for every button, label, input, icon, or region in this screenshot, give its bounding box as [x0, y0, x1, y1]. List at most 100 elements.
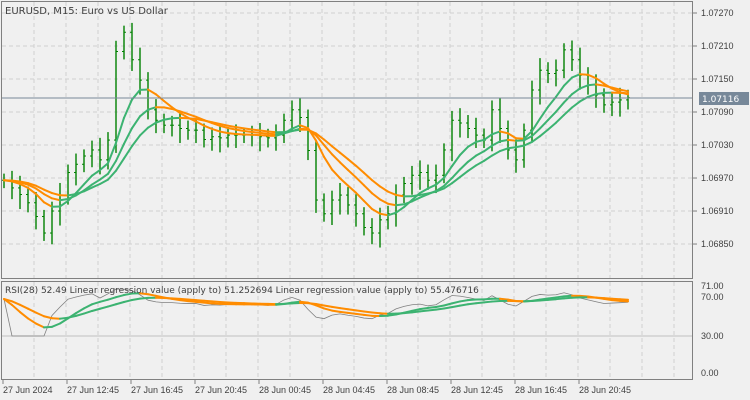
linear-regression-line-2 — [307, 302, 317, 306]
indicator-line-mid — [483, 144, 493, 153]
linear-regression-line-1 — [347, 311, 357, 315]
sub-plot-border — [1, 281, 693, 380]
indicator-line-slow — [347, 158, 357, 167]
indicator-line-fast — [579, 73, 589, 76]
indicator-line-fast — [331, 168, 341, 180]
indicator-line-slow — [211, 121, 221, 126]
linear-regression-line-1 — [563, 294, 573, 298]
linear-regression-line-1 — [115, 294, 125, 299]
y-tick-label: 1.07030 — [701, 140, 734, 150]
linear-regression-line-1 — [43, 325, 53, 329]
linear-regression-line-1 — [59, 317, 69, 325]
indicator-line-fast — [203, 124, 213, 130]
indicator-line-mid — [419, 193, 429, 199]
indicator-line-mid — [363, 184, 373, 195]
linear-regression-line-1 — [123, 292, 133, 297]
linear-regression-line-2 — [539, 298, 549, 302]
indicator-line-slow — [395, 193, 405, 198]
indicator-line-mid — [43, 193, 53, 200]
linear-regression-line-2 — [171, 297, 181, 300]
indicator-line-fast — [427, 183, 437, 190]
indicator-line-mid — [187, 113, 197, 118]
indicator-line-mid — [163, 106, 173, 110]
indicator-line-fast — [443, 165, 453, 179]
indicator-line-fast — [451, 154, 461, 168]
linear-regression-line-2 — [371, 311, 381, 315]
linear-regression-line-2 — [603, 297, 613, 300]
indicator-line-fast — [371, 207, 381, 215]
indicator-line-slow — [363, 171, 373, 182]
indicator-line-fast — [75, 183, 85, 195]
indicator-line-slow — [523, 140, 533, 147]
linear-regression-line-1 — [555, 295, 565, 299]
indicator-line-mid — [259, 131, 269, 135]
linear-regression-line-2 — [491, 299, 501, 303]
linear-regression-line-2 — [107, 303, 117, 308]
x-tick-label: 28 Jun 04:45 — [323, 385, 375, 395]
linear-regression-line-1 — [435, 304, 445, 309]
y-tick-label: 1.07090 — [701, 107, 734, 117]
indicator-line-slow — [459, 169, 469, 179]
indicator-line-mid — [587, 83, 597, 87]
indicator-line-fast — [83, 174, 93, 186]
indicator-line-mid — [27, 183, 37, 190]
indicator-line-slow — [355, 164, 365, 174]
indicator-line-mid — [619, 88, 629, 93]
indicator-line-slow — [67, 193, 77, 197]
indicator-line-mid — [555, 101, 565, 113]
indicator-line-fast — [147, 88, 157, 96]
y-tick-label: 1.06850 — [701, 239, 734, 249]
x-tick-label: 27 Jun 16:45 — [131, 385, 183, 395]
linear-regression-line-2 — [123, 299, 133, 303]
linear-regression-line-2 — [459, 303, 469, 307]
indicator-line-mid — [579, 84, 589, 90]
indicator-line-slow — [43, 188, 53, 195]
indicator-line-fast — [91, 169, 101, 177]
linear-regression-line-2 — [3, 298, 13, 303]
indicator-line-fast — [483, 133, 493, 141]
indicator-line-slow — [51, 192, 61, 197]
linear-regression-line-2 — [611, 297, 621, 301]
indicator-line-slow — [147, 121, 157, 129]
indicator-line-mid — [411, 196, 421, 203]
linear-regression-line-2 — [315, 303, 325, 307]
main-plot-border — [1, 1, 693, 279]
linear-regression-line-1 — [27, 317, 37, 325]
indicator-line-mid — [467, 154, 477, 163]
indicator-line-mid — [499, 138, 509, 143]
indicator-line-fast — [499, 130, 509, 135]
linear-regression-line-1 — [411, 308, 421, 312]
current-price-label: 1.07116 — [702, 95, 739, 105]
indicator-line-fast — [363, 199, 373, 210]
indicator-line-slow — [155, 118, 165, 124]
linear-regression-line-2 — [411, 310, 421, 314]
linear-regression-line-2 — [115, 300, 125, 306]
linear-regression-line-1 — [451, 300, 461, 305]
indicator-line-mid — [547, 110, 557, 122]
linear-regression-line-1 — [139, 292, 149, 296]
indicator-line-fast — [507, 132, 517, 140]
x-tick-label: 28 Jun 08:45 — [387, 385, 439, 395]
rsi-subwindow — [3, 288, 629, 337]
indicator-line-fast — [59, 199, 69, 208]
indicator-line-slow — [27, 182, 37, 187]
indicator-line-mid — [611, 86, 621, 91]
indicator-line-slow — [467, 164, 477, 172]
linear-regression-line-2 — [451, 304, 461, 309]
indicator-line-slow — [163, 117, 173, 121]
indicator-line-fast — [531, 117, 541, 133]
indicator-line-slow — [219, 123, 229, 127]
indicator-line-mid — [99, 172, 109, 181]
indicator-line-slow — [195, 118, 205, 122]
linear-regression-line-2 — [211, 300, 221, 303]
linear-regression-line-2 — [555, 297, 565, 301]
linear-regression-line-2 — [323, 304, 333, 308]
linear-regression-line-1 — [323, 307, 333, 312]
indicator-line-mid — [147, 106, 157, 111]
linear-regression-line-2 — [59, 316, 69, 320]
indicator-line-fast — [347, 184, 357, 194]
linear-regression-line-1 — [51, 322, 61, 328]
linear-regression-line-2 — [283, 302, 293, 305]
indicator-line-mid — [347, 168, 357, 179]
linear-regression-line-2 — [187, 298, 197, 302]
